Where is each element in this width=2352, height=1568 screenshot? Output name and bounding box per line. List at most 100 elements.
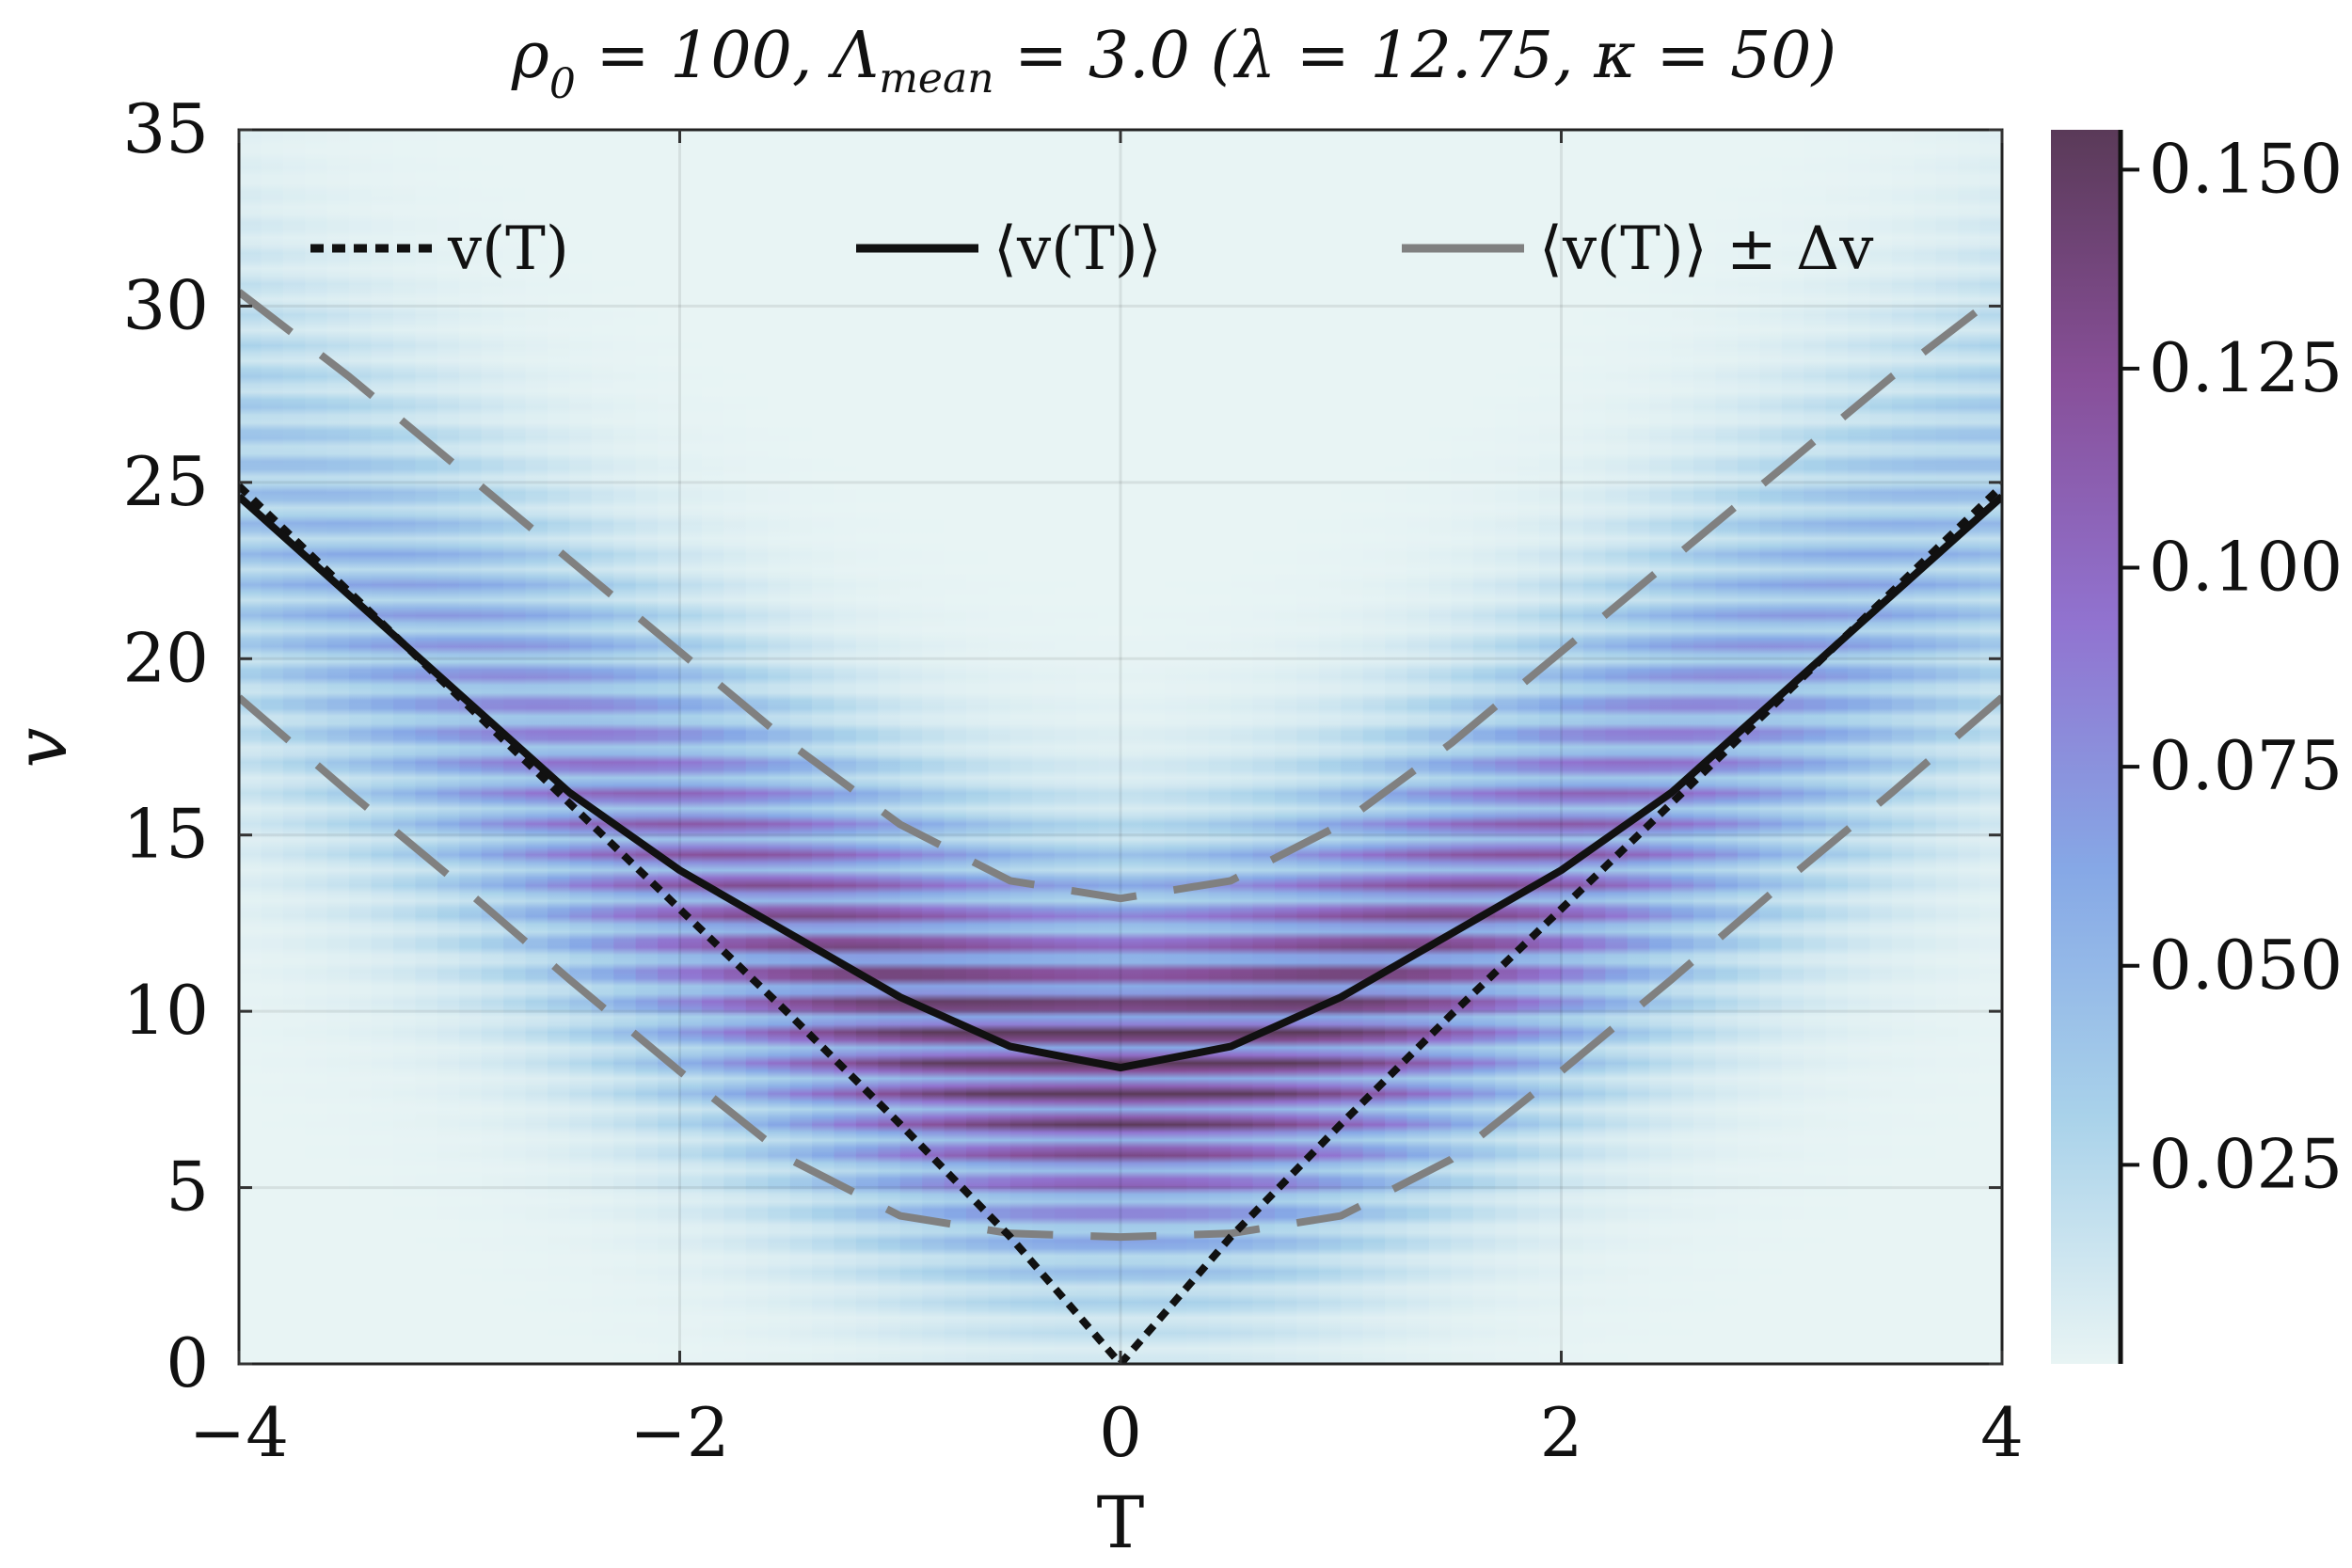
colorbar-tick-label: 0.125 bbox=[2149, 328, 2343, 407]
colorbar-ticks: 0.025 0.050 0.075 0.100 0.125 0.150 bbox=[2121, 129, 2343, 1203]
heatmap-column bbox=[1231, 130, 1254, 1364]
heatmap-column bbox=[1318, 130, 1343, 1364]
heatmap-column bbox=[1848, 130, 1871, 1364]
heatmap-column bbox=[1825, 130, 1850, 1364]
x-axis-label: T bbox=[1097, 1481, 1145, 1564]
heatmap-column bbox=[1914, 130, 1937, 1364]
colorbar-tick-label: 0.150 bbox=[2149, 129, 2343, 208]
heatmap-column bbox=[679, 130, 703, 1364]
heatmap-column bbox=[349, 130, 373, 1364]
heatmap-column bbox=[613, 130, 637, 1364]
heatmap-column bbox=[525, 130, 548, 1364]
y-tick-label: 25 bbox=[122, 442, 209, 521]
legend-label: ⟨v(T)⟩ ± Δv bbox=[1539, 214, 1873, 284]
heatmap-column bbox=[812, 130, 835, 1364]
legend-label: v(T) bbox=[447, 214, 569, 284]
heatmap-column bbox=[481, 130, 505, 1364]
heatmap-column bbox=[1869, 130, 1893, 1364]
heatmap-column bbox=[1935, 130, 1960, 1364]
heatmap-column bbox=[1627, 130, 1651, 1364]
heatmap-column bbox=[1737, 130, 1761, 1364]
heatmap-column bbox=[966, 130, 990, 1364]
heatmap-column bbox=[1582, 130, 1607, 1364]
y-tick-label: 10 bbox=[122, 971, 209, 1050]
heatmap-column bbox=[878, 130, 901, 1364]
heatmap-column bbox=[415, 130, 438, 1364]
heatmap-column bbox=[834, 130, 857, 1364]
heatmap-column bbox=[1296, 130, 1320, 1364]
heatmap-column bbox=[239, 130, 262, 1364]
colorbar-tick-label: 0.100 bbox=[2149, 528, 2343, 607]
heatmap-column bbox=[1781, 130, 1805, 1364]
heatmap-column bbox=[1649, 130, 1673, 1364]
heatmap-column bbox=[1208, 130, 1232, 1364]
colorbar: 0.025 0.050 0.075 0.100 0.125 0.150 bbox=[2051, 129, 2343, 1364]
heatmap-column bbox=[1671, 130, 1695, 1364]
y-axis-label: v bbox=[0, 727, 83, 768]
heatmap-column bbox=[745, 130, 770, 1364]
plot-area: −4 −2 0 2 4 0 5 10 15 20 25 30 35 v(T) ⟨v(T)⟩ ⟨v(T)⟩ ±… bbox=[122, 89, 2024, 1472]
heatmap-column bbox=[1451, 130, 1474, 1364]
title-part1: = 100, Λ bbox=[576, 19, 879, 93]
heatmap-column bbox=[282, 130, 307, 1364]
series-line-2 bbox=[239, 289, 2002, 903]
heatmap-column bbox=[1186, 130, 1210, 1364]
heatmap-column bbox=[569, 130, 593, 1364]
heatmap bbox=[239, 130, 2002, 1364]
heatmap-column bbox=[1076, 130, 1100, 1364]
heatmap-column bbox=[1385, 130, 1408, 1364]
title-rho: ρ bbox=[511, 19, 549, 93]
heatmap-column bbox=[1891, 130, 1915, 1364]
heatmap-column bbox=[1979, 130, 2002, 1364]
title-part2: = 3.0 (λ = 12.75, κ = 50) bbox=[994, 19, 1837, 93]
heatmap-column bbox=[1406, 130, 1430, 1364]
heatmap-column bbox=[1605, 130, 1629, 1364]
y-tick-label: 30 bbox=[122, 265, 209, 344]
heatmap-column bbox=[701, 130, 725, 1364]
heatmap-column bbox=[988, 130, 1011, 1364]
y-tick-label: 20 bbox=[122, 618, 209, 697]
heatmap-column bbox=[1362, 130, 1387, 1364]
series-line-0 bbox=[239, 483, 2002, 1364]
heatmap-column bbox=[1759, 130, 1783, 1364]
heatmap-column bbox=[326, 130, 351, 1364]
x-tick-label: 0 bbox=[1099, 1393, 1142, 1472]
axis-ticks: −4 −2 0 2 4 0 5 10 15 20 25 30 35 bbox=[122, 89, 2024, 1472]
heatmap-column bbox=[1274, 130, 1298, 1364]
heatmap-column bbox=[1958, 130, 1981, 1364]
colorbar-tick-label: 0.025 bbox=[2149, 1124, 2343, 1203]
colorbar-tick-label: 0.050 bbox=[2149, 926, 2343, 1005]
heatmap-column bbox=[1142, 130, 1166, 1364]
heatmap-column bbox=[1032, 130, 1056, 1364]
heatmap-column bbox=[658, 130, 681, 1364]
y-tick-label: 35 bbox=[122, 89, 209, 168]
y-tick-label: 5 bbox=[166, 1148, 209, 1227]
heatmap-column bbox=[1164, 130, 1188, 1364]
colorbar-tick-label: 0.075 bbox=[2149, 726, 2343, 805]
heatmap-column bbox=[1693, 130, 1717, 1364]
heatmap-column bbox=[1561, 130, 1584, 1364]
heatmap-column bbox=[635, 130, 660, 1364]
heatmap-column bbox=[305, 130, 328, 1364]
series-line-3 bbox=[239, 694, 2002, 1242]
heatmap-column bbox=[1252, 130, 1276, 1364]
heatmap-column bbox=[1009, 130, 1034, 1364]
heatmap-column bbox=[768, 130, 791, 1364]
heatmap-column bbox=[789, 130, 814, 1364]
series-line-1 bbox=[239, 493, 2002, 1072]
heatmap-column bbox=[459, 130, 483, 1364]
heatmap-column bbox=[547, 130, 571, 1364]
heatmap-column bbox=[1054, 130, 1078, 1364]
heatmap-column bbox=[1517, 130, 1541, 1364]
heatmap-column bbox=[899, 130, 924, 1364]
heatmap-column bbox=[1120, 130, 1144, 1364]
heatmap-column bbox=[1341, 130, 1364, 1364]
heatmap-column bbox=[944, 130, 968, 1364]
heatmap-column bbox=[723, 130, 747, 1364]
x-tick-label: 2 bbox=[1540, 1393, 1583, 1472]
heatmap-column bbox=[261, 130, 284, 1364]
colorbar-bar bbox=[2051, 130, 2119, 1364]
heatmap-column bbox=[922, 130, 946, 1364]
chart-title: ρ0 = 100, Λmean = 3.0 (λ = 12.75, κ = 50… bbox=[511, 19, 1836, 108]
title-lambda-subscript: mean bbox=[879, 55, 993, 103]
